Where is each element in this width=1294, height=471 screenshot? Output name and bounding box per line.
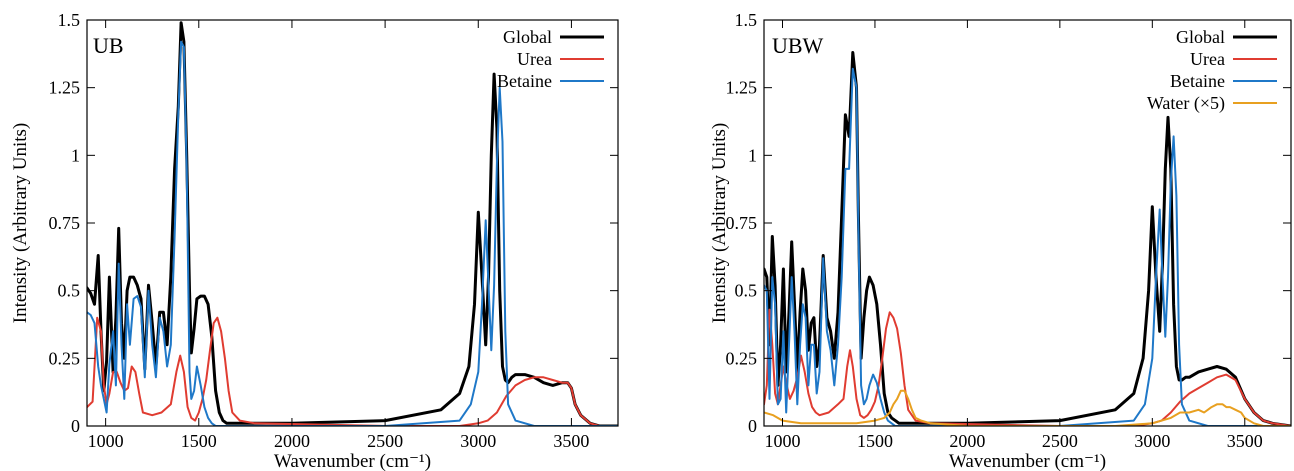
x-tick-label: 3500 xyxy=(1227,431,1263,451)
legend-label: Betaine xyxy=(1170,71,1225,91)
series-line-water xyxy=(764,389,1291,426)
legend-label: Urea xyxy=(1190,49,1225,69)
y-axis-label: Intensity (Arbitrary Units) xyxy=(10,123,31,324)
x-tick-label: 1500 xyxy=(857,431,893,451)
y-tick-label: 0.75 xyxy=(49,213,81,233)
series-line-betaine xyxy=(764,67,1291,426)
x-tick-label: 1000 xyxy=(88,431,124,451)
panel-ub: 1000 1500 2000 2500 3000 3500 0 0.25 0.5 0.75 1 1.2… xyxy=(10,10,619,471)
legend-label: Betaine xyxy=(497,71,552,91)
y-tick-label: 0 xyxy=(748,416,757,436)
y-tick-label: 1.5 xyxy=(735,10,758,30)
panel-label: UB xyxy=(93,33,124,58)
series-line-global xyxy=(87,21,618,426)
series-line-betaine xyxy=(87,40,618,426)
series-group xyxy=(764,51,1291,426)
y-tick-label: 0.5 xyxy=(58,281,81,301)
series-group xyxy=(87,21,618,426)
y-tick-label: 1.25 xyxy=(49,78,81,98)
x-tick-label: 3000 xyxy=(1134,431,1170,451)
legend-label: Urea xyxy=(517,49,552,69)
y-tick-label: 0.25 xyxy=(726,348,758,368)
x-tick-label: 1500 xyxy=(181,431,217,451)
series-line-global xyxy=(764,51,1291,426)
x-tick-label: 2000 xyxy=(949,431,985,451)
x-axis-label: Wavenumber (cm⁻¹) xyxy=(949,451,1106,471)
y-tick-label: 0 xyxy=(71,416,80,436)
legend-label: Global xyxy=(1176,27,1225,47)
y-tick-label: 0.5 xyxy=(735,281,758,301)
y-tick-label: 0.75 xyxy=(726,213,758,233)
x-tick-label: 3000 xyxy=(460,431,496,451)
y-tick-label: 1 xyxy=(748,145,757,165)
y-tick-label: 1.5 xyxy=(58,10,81,30)
series-line-urea xyxy=(764,308,1291,426)
y-tick-label: 1.25 xyxy=(726,78,758,98)
y-tick-label: 1 xyxy=(71,145,80,165)
x-tick-label: 1000 xyxy=(764,431,800,451)
x-axis-label: Wavenumber (cm⁻¹) xyxy=(274,451,431,471)
legend-label: Water (×5) xyxy=(1147,93,1225,114)
panel-label: UBW xyxy=(772,33,824,58)
panel-ubw: 1000 1500 2000 2500 3000 3500 0 0.25 0.5 0.75 1 1.2… xyxy=(709,10,1292,471)
series-line-urea xyxy=(87,316,618,426)
legend-label: Global xyxy=(503,27,552,47)
x-tick-label: 2500 xyxy=(367,431,403,451)
x-tick-label: 2500 xyxy=(1042,431,1078,451)
y-tick-label: 0.25 xyxy=(49,348,81,368)
y-axis-label: Intensity (Arbitrary Units) xyxy=(709,123,730,324)
x-tick-label: 3500 xyxy=(553,431,589,451)
x-tick-label: 2000 xyxy=(274,431,310,451)
